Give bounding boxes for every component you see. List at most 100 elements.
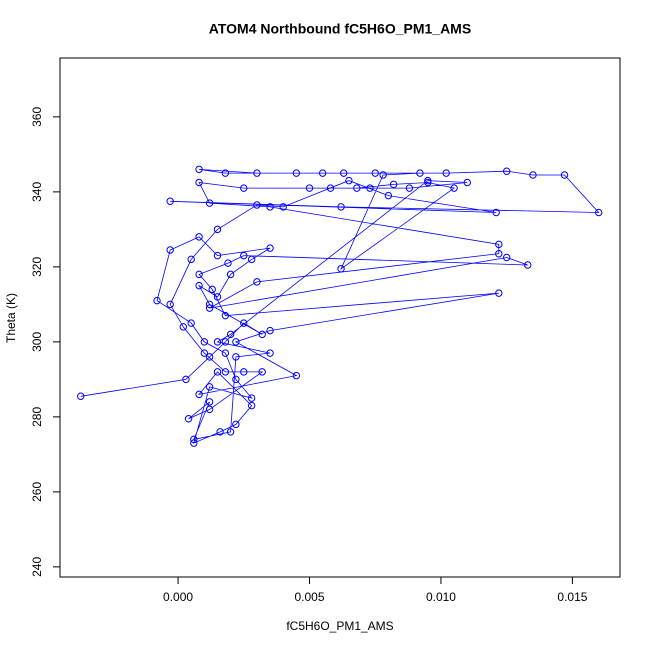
data-point — [337, 203, 345, 211]
data-point — [208, 285, 216, 294]
data-point — [205, 199, 214, 207]
data-point — [495, 289, 503, 297]
data-point — [424, 178, 432, 187]
data-point — [205, 304, 214, 312]
data-point — [416, 169, 424, 177]
data-point — [221, 338, 230, 346]
data-point — [266, 326, 274, 335]
data-point — [463, 178, 471, 187]
data-point — [166, 300, 174, 309]
data-point — [240, 184, 248, 192]
data-point — [495, 240, 503, 249]
data-point — [205, 300, 214, 309]
data-point — [502, 253, 511, 262]
data-point — [213, 338, 222, 346]
data-point — [184, 415, 193, 423]
data-point — [195, 281, 203, 290]
data-point — [232, 420, 240, 429]
data-point — [205, 405, 214, 414]
data-point — [379, 171, 387, 179]
y-tick-label: 340 — [30, 182, 44, 202]
y-tick-label: 240 — [30, 557, 44, 577]
data-point — [221, 349, 230, 357]
data-point — [450, 184, 458, 192]
data-point — [405, 184, 414, 192]
data-point — [258, 368, 266, 376]
data-point — [221, 311, 230, 320]
data-point — [266, 244, 274, 252]
data-point — [226, 270, 235, 279]
y-tick-label: 360 — [30, 107, 44, 127]
data-point — [213, 368, 222, 376]
data-point — [247, 394, 256, 402]
x-tick-label: 0.015 — [557, 590, 587, 604]
y-tick-label: 280 — [30, 407, 44, 427]
data-point — [232, 375, 240, 384]
data-point — [166, 197, 174, 205]
data-point — [560, 171, 569, 179]
data-point — [187, 255, 195, 264]
data-point — [495, 250, 503, 258]
data-point — [182, 375, 190, 384]
data-point — [529, 171, 537, 179]
data-point — [221, 368, 230, 376]
data-point — [195, 390, 203, 399]
data-point — [366, 184, 374, 192]
data-point — [200, 338, 209, 346]
x-tick-label: 0.005 — [294, 590, 324, 604]
data-point — [240, 251, 248, 260]
data-point — [595, 208, 603, 217]
data-point — [326, 184, 335, 192]
data-point — [226, 428, 235, 436]
data-point — [424, 176, 432, 185]
data-point — [253, 201, 261, 209]
data-point — [371, 169, 379, 177]
data-point — [195, 233, 203, 241]
data-point — [247, 401, 256, 410]
data-point — [213, 225, 222, 234]
data-point — [353, 184, 361, 192]
data-point — [492, 208, 500, 217]
data-point — [247, 255, 256, 264]
data-point — [240, 319, 248, 327]
data-point — [226, 330, 235, 339]
y-tick-label: 260 — [30, 482, 44, 502]
data-point — [253, 278, 261, 286]
data-point — [524, 261, 532, 269]
data-point — [389, 180, 398, 189]
data-point — [224, 259, 232, 267]
data-point — [337, 265, 345, 273]
data-point — [190, 435, 198, 444]
data-point — [216, 428, 224, 436]
data-point — [266, 203, 274, 211]
data-point — [279, 203, 287, 211]
data-point — [258, 330, 266, 339]
data-point — [179, 323, 188, 331]
data-point — [292, 371, 301, 380]
data-point — [187, 319, 195, 327]
y-tick-label: 320 — [30, 257, 44, 277]
data-point — [153, 296, 161, 305]
data-point — [502, 167, 511, 175]
data-point — [200, 349, 209, 357]
data-point — [305, 184, 314, 192]
data-point — [292, 169, 301, 177]
data-point — [442, 169, 450, 177]
data-point — [195, 178, 203, 187]
data-point — [205, 398, 214, 406]
y-axis-label: Theta (K) — [4, 293, 18, 343]
chart-title: ATOM4 Northbound fC5H6O_PM1_AMS — [209, 21, 471, 37]
data-point — [240, 368, 248, 376]
x-tick-label: 0.000 — [163, 590, 193, 604]
data-point — [205, 353, 214, 361]
plot-frame — [59, 57, 621, 578]
data-point — [213, 293, 222, 301]
data-point — [339, 169, 348, 177]
y-tick-label: 300 — [30, 332, 44, 352]
data-point — [195, 270, 203, 279]
data-point — [195, 165, 203, 174]
data-point — [345, 176, 353, 185]
data-point — [221, 169, 230, 177]
data-point — [384, 191, 393, 200]
